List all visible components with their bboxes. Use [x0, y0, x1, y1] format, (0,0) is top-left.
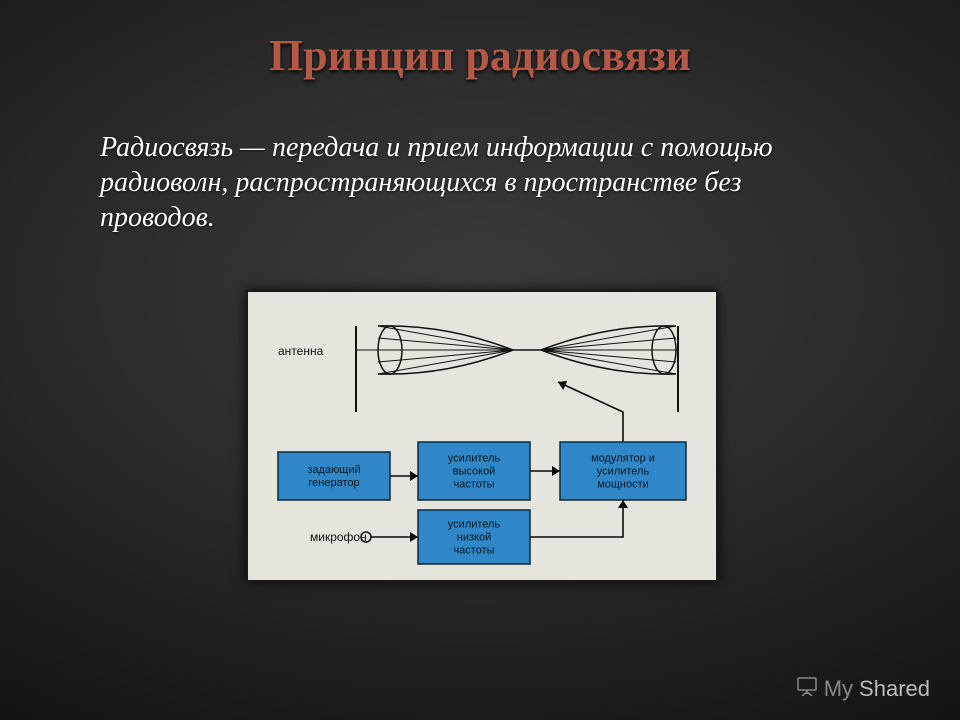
svg-text:усилитель: усилитель	[448, 519, 501, 531]
svg-text:модулятор и: модулятор и	[591, 453, 655, 465]
watermark-text-my: My	[824, 676, 853, 702]
slide: Принцип радиосвязи Радиосвязь — передача…	[0, 0, 960, 720]
svg-text:генератор: генератор	[308, 477, 359, 489]
svg-text:мощности: мощности	[597, 479, 649, 491]
watermark-text-shared: Shared	[859, 676, 930, 702]
svg-text:частоты: частоты	[453, 479, 494, 491]
slide-title: Принцип радиосвязи	[0, 30, 960, 81]
svg-text:частоты: частоты	[453, 545, 494, 557]
svg-text:усилитель: усилитель	[448, 453, 501, 465]
slide-body-text: Радиосвязь — передача и прием информации…	[100, 130, 860, 235]
svg-text:усилитель: усилитель	[597, 466, 650, 478]
microphone-label: микрофон	[310, 530, 367, 544]
svg-text:низкой: низкой	[457, 532, 491, 544]
svg-text:задающий: задающий	[307, 464, 360, 476]
watermark: MyShared	[796, 676, 930, 702]
presentation-icon	[796, 676, 818, 696]
svg-text:высокой: высокой	[453, 466, 496, 478]
diagram-frame: задающийгенераторусилительвысокойчастоты…	[246, 290, 718, 582]
antenna-label: антенна	[278, 344, 323, 358]
